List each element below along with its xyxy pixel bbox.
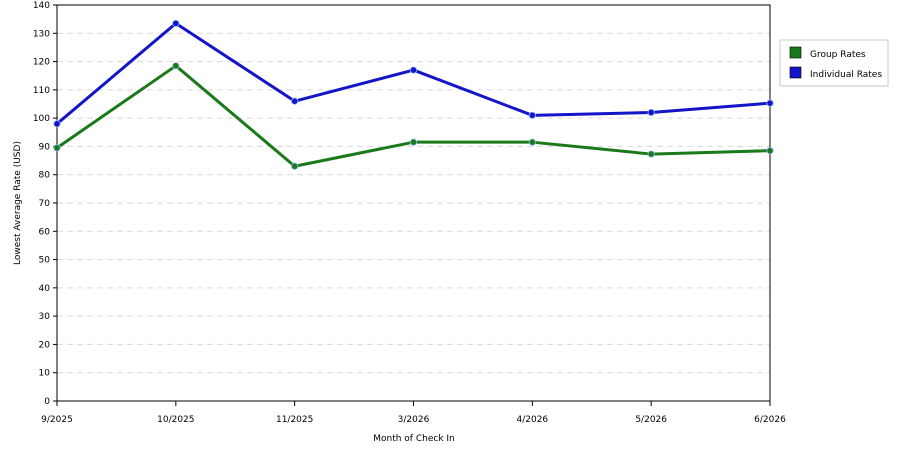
legend-swatch-individual-rates	[789, 66, 802, 79]
y-tick-label: 10	[39, 369, 51, 379]
y-tick-label: 60	[39, 227, 51, 237]
y-axis-title: Lowest Average Rate (USD)	[13, 141, 23, 265]
series-group	[53, 19, 774, 170]
gridlines	[57, 32, 770, 374]
data-point	[647, 108, 655, 117]
x-axis: 9/2025 10/2025 11/2025 3/2026 4/2026 5/2026 6/…	[41, 401, 786, 425]
data-point	[291, 162, 299, 170]
legend-label-group-rates: Group Rates	[810, 50, 866, 60]
x-tick-label: 11/2025	[276, 415, 313, 425]
x-tick-label: 5/2026	[635, 415, 667, 425]
data-point	[766, 99, 774, 107]
y-tick-label: 130	[33, 29, 50, 39]
y-tick-label: 100	[33, 114, 50, 124]
x-tick-label: 9/2025	[41, 415, 73, 425]
series-individual-rates	[53, 19, 774, 128]
x-tick-label: 3/2026	[398, 415, 430, 425]
y-tick-label: 20	[39, 340, 51, 350]
series-line	[56, 64, 771, 168]
x-tick-label: 4/2026	[516, 415, 548, 425]
data-point	[766, 147, 774, 155]
x-axis-title: Month of Check In	[373, 434, 455, 444]
y-tick-label: 120	[33, 58, 50, 68]
data-point	[53, 144, 61, 152]
data-point	[528, 111, 536, 119]
data-point	[409, 138, 418, 146]
data-point	[291, 97, 299, 105]
y-tick-label: 90	[39, 142, 51, 152]
y-axis: 0 10 20 30 40 50 60 70 80 90 100 110 120 130 140	[33, 1, 57, 407]
data-point	[647, 150, 655, 158]
data-point	[172, 19, 180, 27]
plot-area-border	[56, 4, 771, 402]
data-point	[409, 66, 418, 74]
x-tick-label: 6/2026	[754, 415, 786, 425]
y-tick-label: 110	[33, 86, 50, 96]
y-tick-label: 140	[33, 1, 50, 11]
legend-label-individual-rates: Individual Rates	[810, 70, 882, 80]
x-tick-label: 10/2025	[157, 415, 194, 425]
data-point	[528, 138, 536, 146]
legend-swatch-group-rates	[789, 46, 802, 59]
data-point	[172, 62, 180, 70]
series-group-rates	[53, 62, 774, 170]
y-tick-label: 40	[39, 284, 51, 294]
legend: Group Rates Individual Rates	[779, 39, 889, 87]
data-point	[53, 120, 61, 128]
y-tick-label: 30	[39, 312, 51, 322]
y-tick-label: 0	[44, 397, 50, 407]
y-tick-label: 80	[39, 171, 51, 181]
y-tick-label: 50	[39, 256, 51, 266]
y-tick-label: 70	[39, 199, 51, 209]
